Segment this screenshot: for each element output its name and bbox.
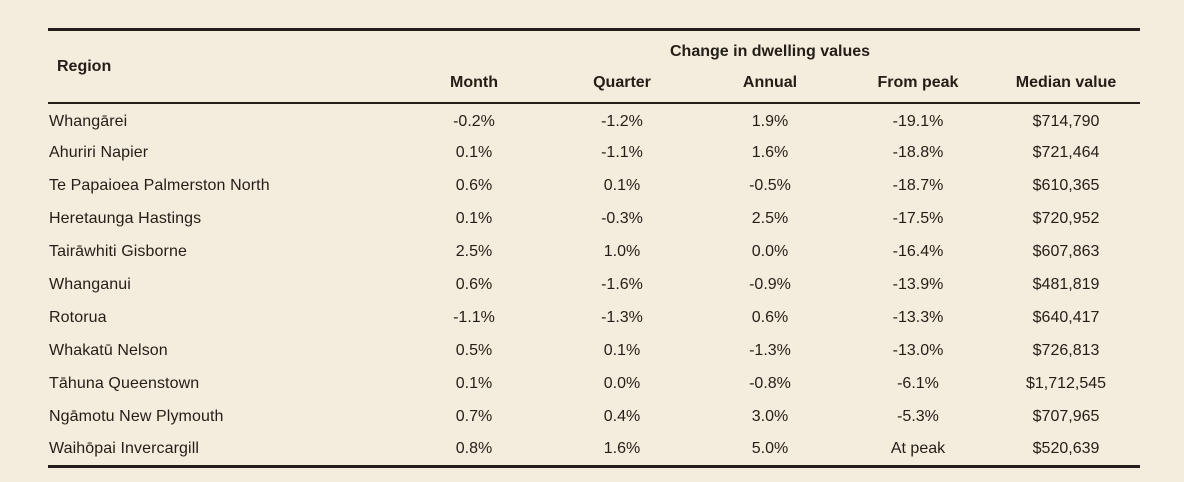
value-cell: $481,819 (1032, 275, 1100, 293)
value-cell: 1.9% (751, 112, 789, 130)
column-header-median-value: Median value (992, 66, 1141, 104)
value-cell: -18.7% (892, 176, 944, 194)
table-row: Whangārei -0.2% -1.2% 1.9% -19.1% $714,790 (48, 103, 1140, 136)
value-cell: 1.0% (603, 242, 641, 260)
value-cell: -1.3% (749, 341, 791, 359)
value-cell: 0.0% (603, 374, 641, 392)
value-cell: 0.8% (455, 439, 493, 457)
region-cell: Rotorua (49, 308, 107, 326)
value-cell: 0.1% (455, 209, 493, 227)
region-cell: Te Papaioea Palmerston North (49, 176, 270, 194)
column-header-annual: Annual (696, 66, 844, 104)
dwelling-values-table-container: Region Change in dwelling values Month Q… (48, 28, 1141, 468)
value-cell: -0.3% (601, 209, 643, 227)
table-header: Region Change in dwelling values Month Q… (48, 29, 1141, 104)
table-row: Whanganui 0.6% -1.6% -0.9% -13.9% $481,819 (48, 268, 1140, 301)
value-cell: 0.1% (603, 176, 641, 194)
value-cell: -17.5% (892, 209, 944, 227)
table-row: Whakatū Nelson 0.5% 0.1% -1.3% -13.0% $726,81… (48, 334, 1140, 367)
table-row: Ahuriri Napier 0.1% -1.1% 1.6% -18.8% $721,46… (48, 136, 1140, 169)
region-cell: Heretaunga Hastings (49, 209, 202, 227)
value-cell: $640,417 (1032, 308, 1100, 326)
value-cell: -6.1% (897, 374, 939, 392)
value-cell: -1.1% (453, 308, 495, 326)
value-cell: -18.8% (892, 143, 944, 161)
value-cell: 0.0% (751, 242, 789, 260)
value-cell: 1.6% (603, 439, 641, 457)
value-cell: -0.2% (453, 112, 495, 130)
value-cell: $610,365 (1032, 176, 1100, 194)
value-cell: -13.0% (892, 341, 944, 359)
region-column-header: Region (48, 29, 400, 104)
value-cell: 1.6% (751, 143, 789, 161)
column-header-row: Month Quarter Annual From peak Median va… (48, 66, 1141, 104)
value-cell: 0.1% (455, 374, 493, 392)
region-cell: Waihōpai Invercargill (49, 439, 200, 457)
value-cell: -0.9% (749, 275, 791, 293)
value-cell: $714,790 (1032, 112, 1100, 130)
value-cell: -1.2% (601, 112, 643, 130)
region-cell: Tāhuna Queenstown (49, 374, 200, 392)
value-cell: -19.1% (892, 112, 944, 130)
value-cell: 0.1% (455, 143, 493, 161)
value-cell: $1,712,545 (1025, 374, 1107, 392)
value-cell: -13.3% (892, 308, 944, 326)
value-cell: 0.7% (455, 407, 493, 425)
value-cell: 0.5% (455, 341, 493, 359)
value-cell: -16.4% (892, 242, 944, 260)
value-cell: 2.5% (751, 209, 789, 227)
region-cell: Whangārei (49, 112, 128, 130)
value-cell: 0.6% (455, 176, 493, 194)
value-cell: 0.1% (603, 341, 641, 359)
value-cell: $707,965 (1032, 407, 1100, 425)
column-header-month: Month (400, 66, 548, 104)
value-cell: -1.3% (601, 308, 643, 326)
value-cell: -0.5% (749, 176, 791, 194)
value-cell: $607,863 (1032, 242, 1100, 260)
value-cell: 3.0% (751, 407, 789, 425)
dwelling-values-table: Region Change in dwelling values Month Q… (48, 28, 1141, 468)
value-cell: -5.3% (897, 407, 939, 425)
value-cell: -1.6% (601, 275, 643, 293)
value-cell: -1.1% (601, 143, 643, 161)
table-row: Heretaunga Hastings 0.1% -0.3% 2.5% -17.5% $7… (48, 202, 1140, 235)
table-row: Tāhuna Queenstown 0.1% 0.0% -0.8% -6.1% $1,71… (48, 367, 1140, 400)
value-cell: -13.9% (892, 275, 944, 293)
table-row: Rotorua -1.1% -1.3% 0.6% -13.3% $640,417 (48, 301, 1140, 334)
table-row: Te Papaioea Palmerston North 0.6% 0.1% -0.5… (48, 169, 1140, 202)
region-cell: Whakatū Nelson (49, 341, 168, 359)
column-header-quarter: Quarter (548, 66, 696, 104)
value-cell: -0.8% (749, 374, 791, 392)
value-cell: 5.0% (751, 439, 789, 457)
value-cell: $721,464 (1032, 143, 1100, 161)
table-title: Change in dwelling values (670, 42, 871, 60)
value-cell: 2.5% (455, 242, 493, 260)
region-cell: Ahuriri Napier (49, 143, 149, 161)
column-header-from-peak: From peak (844, 66, 992, 104)
table-row: Waihōpai Invercargill 0.8% 1.6% 5.0% At peak… (48, 433, 1140, 466)
value-cell: $720,952 (1032, 209, 1100, 227)
region-cell: Whanganui (49, 275, 131, 293)
value-cell: 0.6% (751, 308, 789, 326)
region-cell: Ngāmotu New Plymouth (49, 407, 224, 425)
table-row: Tairāwhiti Gisborne 2.5% 1.0% 0.0% -16.4% $60… (48, 235, 1140, 268)
value-cell: $726,813 (1032, 341, 1100, 359)
group-header-row: Region Change in dwelling values (48, 29, 1140, 104)
value-cell: $520,639 (1032, 439, 1100, 457)
value-cell: At peak (890, 439, 946, 457)
value-cell: 0.6% (455, 275, 493, 293)
table-row: Ngāmotu New Plymouth 0.7% 0.4% 3.0% -5.3% $70… (48, 400, 1140, 433)
table-body: Whangārei -0.2% -1.2% 1.9% -19.1% $714,790 Ahu… (48, 103, 1140, 466)
region-cell: Tairāwhiti Gisborne (49, 242, 187, 260)
value-cell: 0.4% (603, 407, 641, 425)
